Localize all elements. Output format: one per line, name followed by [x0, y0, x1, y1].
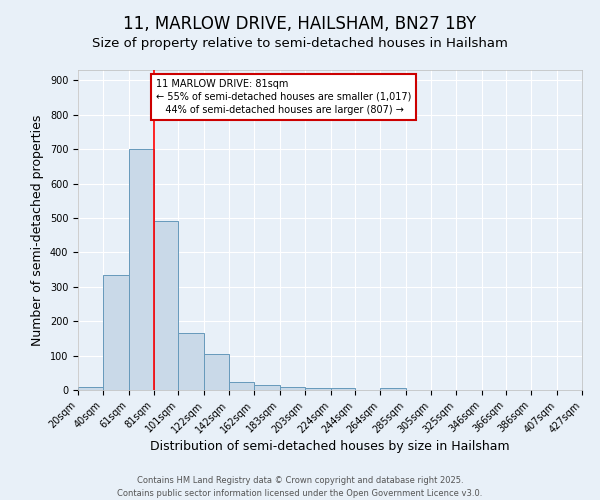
Bar	[254, 385, 280, 390]
Text: 11 MARLOW DRIVE: 81sqm
← 55% of semi-detached houses are smaller (1,017)
   44% : 11 MARLOW DRIVE: 81sqm ← 55% of semi-det…	[156, 78, 412, 115]
Bar	[129, 149, 154, 390]
Bar	[205, 354, 229, 390]
Bar	[78, 386, 103, 390]
Bar	[154, 222, 178, 390]
Bar	[280, 387, 305, 390]
Y-axis label: Number of semi-detached properties: Number of semi-detached properties	[31, 114, 44, 346]
Bar	[331, 388, 355, 390]
Bar	[380, 388, 406, 390]
Text: Size of property relative to semi-detached houses in Hailsham: Size of property relative to semi-detach…	[92, 38, 508, 51]
X-axis label: Distribution of semi-detached houses by size in Hailsham: Distribution of semi-detached houses by …	[150, 440, 510, 453]
Text: 11, MARLOW DRIVE, HAILSHAM, BN27 1BY: 11, MARLOW DRIVE, HAILSHAM, BN27 1BY	[124, 15, 476, 33]
Bar	[229, 382, 254, 390]
Text: Contains HM Land Registry data © Crown copyright and database right 2025.
Contai: Contains HM Land Registry data © Crown c…	[118, 476, 482, 498]
Bar	[103, 274, 129, 390]
Bar	[305, 388, 331, 390]
Bar	[178, 333, 205, 390]
